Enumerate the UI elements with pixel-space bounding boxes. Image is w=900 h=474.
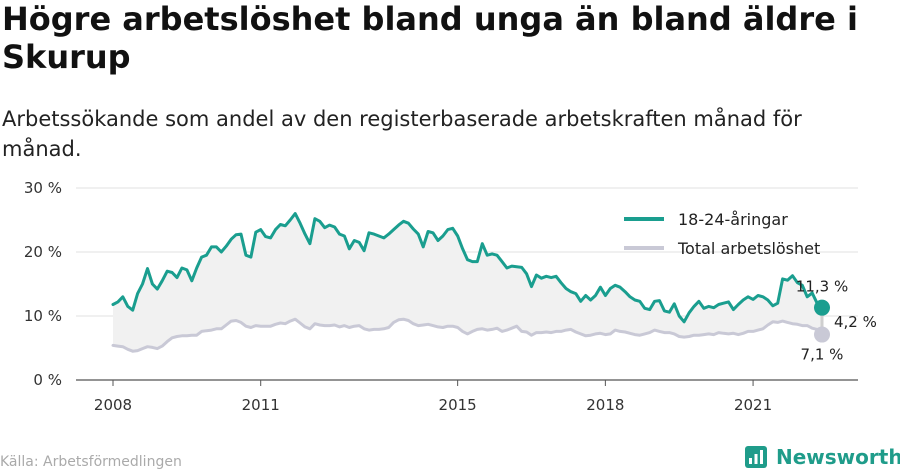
legend-label-total: Total arbetslöshet (677, 239, 820, 258)
legend: 18-24-åringar Total arbetslöshet (624, 210, 820, 258)
end-marker-youth (814, 299, 830, 316)
legend-label-youth: 18-24-åringar (678, 210, 788, 229)
chart-subtitle: Arbetssökande som andel av den registerb… (2, 107, 802, 161)
y-tick-label: 0 % (33, 371, 62, 389)
end-markers: 11,3 % 7,1 % 4,2 % (796, 278, 877, 364)
gap-label: 4,2 % (834, 313, 877, 331)
end-label-youth: 11,3 % (796, 278, 848, 296)
axes: 0 % 10 % 20 % 30 % 2008 2011 2015 2018 2021 (24, 179, 772, 414)
newsworthy-logo-icon (745, 446, 767, 468)
y-tick-label: 10 % (24, 307, 62, 325)
brand-logo[interactable]: Newsworthy (744, 443, 900, 471)
series-lines (111, 212, 824, 353)
x-tick-label: 2008 (94, 396, 132, 414)
y-tick-label: 20 % (24, 243, 62, 261)
chart-title: Högre arbetslöshet bland unga än bland ä… (2, 0, 858, 76)
x-tick-label: 2011 (242, 396, 280, 414)
x-tick-label: 2018 (586, 396, 624, 414)
series-line-total (111, 317, 824, 353)
gap-band (113, 213, 822, 352)
end-marker-total (814, 326, 830, 343)
x-tick-label: 2021 (734, 396, 772, 414)
x-tick-label: 2015 (439, 396, 477, 414)
brand-name: Newsworthy (776, 445, 900, 469)
series-line-youth (111, 212, 824, 324)
y-tick-label: 30 % (24, 179, 62, 197)
end-label-total: 7,1 % (801, 346, 844, 364)
source-note: Källa: Arbetsförmedlingen (0, 454, 182, 470)
gap-band-area (113, 213, 822, 352)
